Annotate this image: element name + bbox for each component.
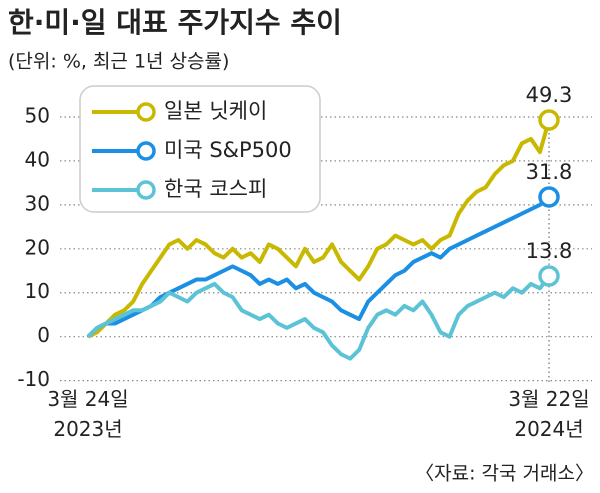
y-tick-label: 0 [37,323,50,347]
series-line [86,274,551,361]
legend-marker [136,141,156,161]
end-point [538,109,560,131]
end-point [538,186,560,208]
chart-title: 한·미·일 대표 주가지수 추이 [8,6,342,39]
legend-label: 한국 코스피 [164,177,267,201]
y-tick-label: 20 [25,235,50,259]
value-label: 13.8 [526,239,573,263]
y-tick-label: 10 [25,279,50,303]
x-tick-label: 3월 22일 2024년 [508,387,590,441]
legend-marker [136,102,156,122]
y-tick-label: 30 [25,191,50,215]
x-tick-label: 3월 24일 2023년 [47,387,129,441]
y-tick-label: 50 [25,103,50,127]
chart-subtitle: (단위: %, 최근 1년 상승률) [8,51,229,73]
legend-label: 일본 닛케이 [164,99,267,123]
legend-marker [136,180,156,200]
y-tick-label: 40 [25,147,50,171]
series-line [86,195,551,339]
value-label: 49.3 [526,83,573,107]
source: 〈자료: 각국 거래소〉 [415,463,594,485]
legend-label: 미국 S&P500 [164,138,292,162]
value-label: 31.8 [526,160,573,184]
y-tick-label: -10 [17,367,50,391]
end-point [538,265,560,287]
series-line [87,119,551,339]
